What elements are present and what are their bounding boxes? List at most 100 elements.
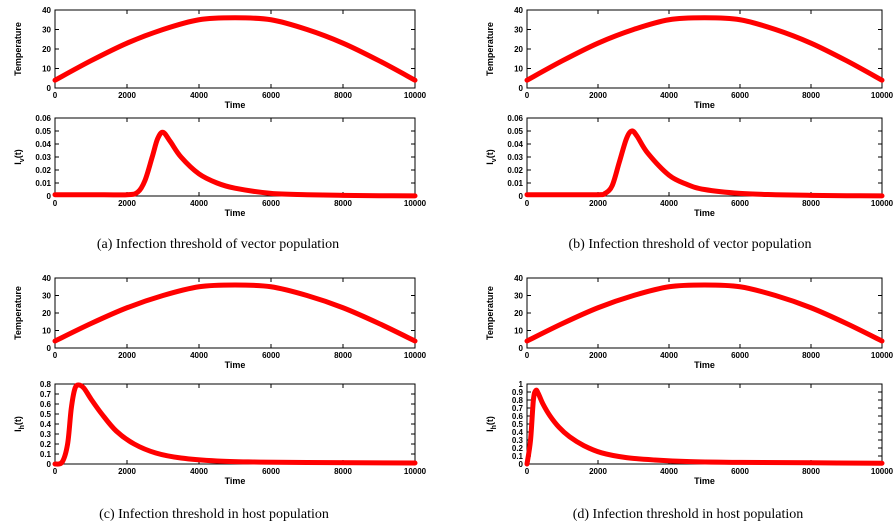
x-tick-label: 2000 [118, 351, 136, 360]
x-tick-label: 8000 [802, 467, 820, 476]
x-tick-label: 4000 [190, 467, 208, 476]
y-axis-label: Temperature [13, 286, 23, 340]
x-tick-label: 8000 [802, 199, 820, 208]
x-tick-label: 2000 [589, 91, 607, 100]
x-tick-label: 4000 [660, 91, 678, 100]
x-tick-label: 10000 [404, 199, 427, 208]
x-tick-label: 2000 [118, 199, 136, 208]
series-line [52, 15, 418, 83]
x-tick-label: 8000 [334, 351, 352, 360]
y-axis-label: Iv(t) [485, 149, 498, 164]
plot-frame [526, 117, 883, 197]
chart-panel-d-top: 0 2000 4000 6000 8000 10000 0 10 20 30 40 Time Tempe… [485, 274, 894, 370]
caption-a: (a) Infection threshold of vector popula… [97, 237, 339, 252]
x-tick-label: 0 [525, 199, 530, 208]
chart-panel-a-bottom: 0 2000 4000 6000 8000 10000 0 0.01 0.02 0.03 0.04 0… [13, 114, 427, 218]
y-axis-label-main: I [13, 429, 23, 432]
y-axis-label-main: Temperature [13, 286, 23, 340]
chart-panels: 0 2000 4000 6000 8000 10000010203040TimeTempe… [13, 6, 894, 486]
y-tick-label: 0.02 [507, 166, 523, 175]
x-axis-label: Time [225, 476, 246, 486]
x-tick-label: 0 [53, 467, 58, 476]
y-tick-label: 0.5 [512, 420, 524, 429]
y-tick-label: 0.5 [40, 410, 52, 419]
y-axis-label-suffix: (t) [13, 149, 23, 158]
y-tick-label: 30 [42, 26, 51, 35]
y-tick-label: 0.7 [40, 390, 52, 399]
y-tick-label: 0 [47, 192, 52, 201]
x-axis-label: Time [694, 476, 715, 486]
x-tick-label: 10000 [871, 467, 894, 476]
x-tick-label: 6000 [731, 467, 749, 476]
y-axis-label-subscript: v [19, 158, 26, 162]
y-axis-label-subscript: v [491, 158, 498, 162]
series-line [52, 129, 418, 199]
y-tick-label: 0.8 [512, 396, 524, 405]
x-tick-label: 10000 [871, 351, 894, 360]
x-tick-label: 8000 [802, 91, 820, 100]
x-tick-label: 2000 [589, 351, 607, 360]
y-tick-label: 0.1 [40, 450, 52, 459]
y-tick-label: 30 [514, 292, 523, 301]
plot-frame [526, 383, 883, 465]
y-tick-label: 40 [514, 274, 523, 283]
x-tick-label: 0 [525, 91, 530, 100]
y-axis-label: Ih(t) [485, 416, 498, 432]
y-axis-label-suffix: (t) [485, 416, 495, 425]
y-tick-label: 0 [519, 84, 524, 93]
y-axis-label-subscript: h [19, 425, 26, 429]
x-tick-label: 10000 [871, 199, 894, 208]
y-tick-label: 0.6 [512, 412, 524, 421]
y-tick-label: 0.05 [35, 127, 51, 136]
x-axis-label: Time [694, 208, 715, 218]
x-tick-label: 2000 [589, 467, 607, 476]
chart-panel-c-top: 0 2000 4000 6000 8000 10000 0 10 20 30 40 Time Tempe… [13, 274, 427, 370]
x-axis-label: Time [225, 360, 246, 370]
y-tick-label: 0.2 [40, 440, 52, 449]
y-tick-label: 0.03 [35, 153, 51, 162]
y-axis-label-subscript: h [491, 425, 498, 429]
y-tick-label: 0.3 [40, 430, 52, 439]
caption-d: (d) Infection threshold in host populati… [573, 507, 804, 522]
x-tick-label: 4000 [660, 351, 678, 360]
y-tick-label: 20 [42, 309, 51, 318]
y-tick-label: 40 [42, 6, 51, 15]
x-axis-label: Time [225, 100, 246, 110]
x-tick-label: 0 [525, 351, 530, 360]
x-axis-label: Time [225, 208, 246, 218]
y-axis-label-main: I [485, 429, 495, 432]
y-tick-label: 0 [47, 84, 52, 93]
y-tick-label: 0 [47, 344, 52, 353]
caption-b: (b) Infection threshold of vector popula… [569, 237, 812, 252]
y-axis-label: Iv(t) [13, 149, 26, 164]
y-axis-label-main: I [485, 162, 495, 165]
x-tick-label: 0 [53, 351, 58, 360]
x-tick-label: 8000 [334, 199, 352, 208]
chart-panel-c-bottom: 0 2000 4000 6000 8000 1000000.10.20.30.40.50.… [13, 380, 427, 486]
y-axis-label-suffix: (t) [13, 416, 23, 425]
y-tick-label: 10 [42, 65, 51, 74]
chart-panel-d-bottom: 0 2000 4000 6000 8000 1000000.10.20.30.40.50.… [485, 380, 894, 486]
x-tick-label: 4000 [190, 91, 208, 100]
y-tick-label: 0.04 [507, 140, 523, 149]
y-axis-label-main: Temperature [485, 286, 495, 340]
y-tick-label: 0 [47, 460, 52, 469]
y-tick-label: 40 [42, 274, 51, 283]
y-axis-label-main: Temperature [13, 22, 23, 76]
chart-panel-b-bottom: 0 2000 4000 6000 8000 10000 0 0.01 0.02 0.03 0.04 0… [485, 114, 894, 218]
x-tick-label: 0 [525, 467, 530, 476]
y-tick-label: 40 [514, 6, 523, 15]
x-axis-label: Time [694, 100, 715, 110]
x-tick-label: 10000 [404, 467, 427, 476]
y-tick-label: 0 [519, 460, 524, 469]
x-tick-label: 6000 [262, 351, 280, 360]
chart-panel-a-top: 0 2000 4000 6000 8000 10000 0 10 20 30 40 Time Tempe… [13, 6, 427, 110]
x-tick-label: 8000 [334, 91, 352, 100]
y-axis-label-main: I [13, 162, 23, 165]
y-tick-label: 10 [42, 327, 51, 336]
y-tick-label: 0.4 [512, 428, 524, 437]
x-tick-label: 8000 [802, 351, 820, 360]
x-tick-label: 6000 [262, 91, 280, 100]
y-tick-label: 20 [42, 45, 51, 54]
